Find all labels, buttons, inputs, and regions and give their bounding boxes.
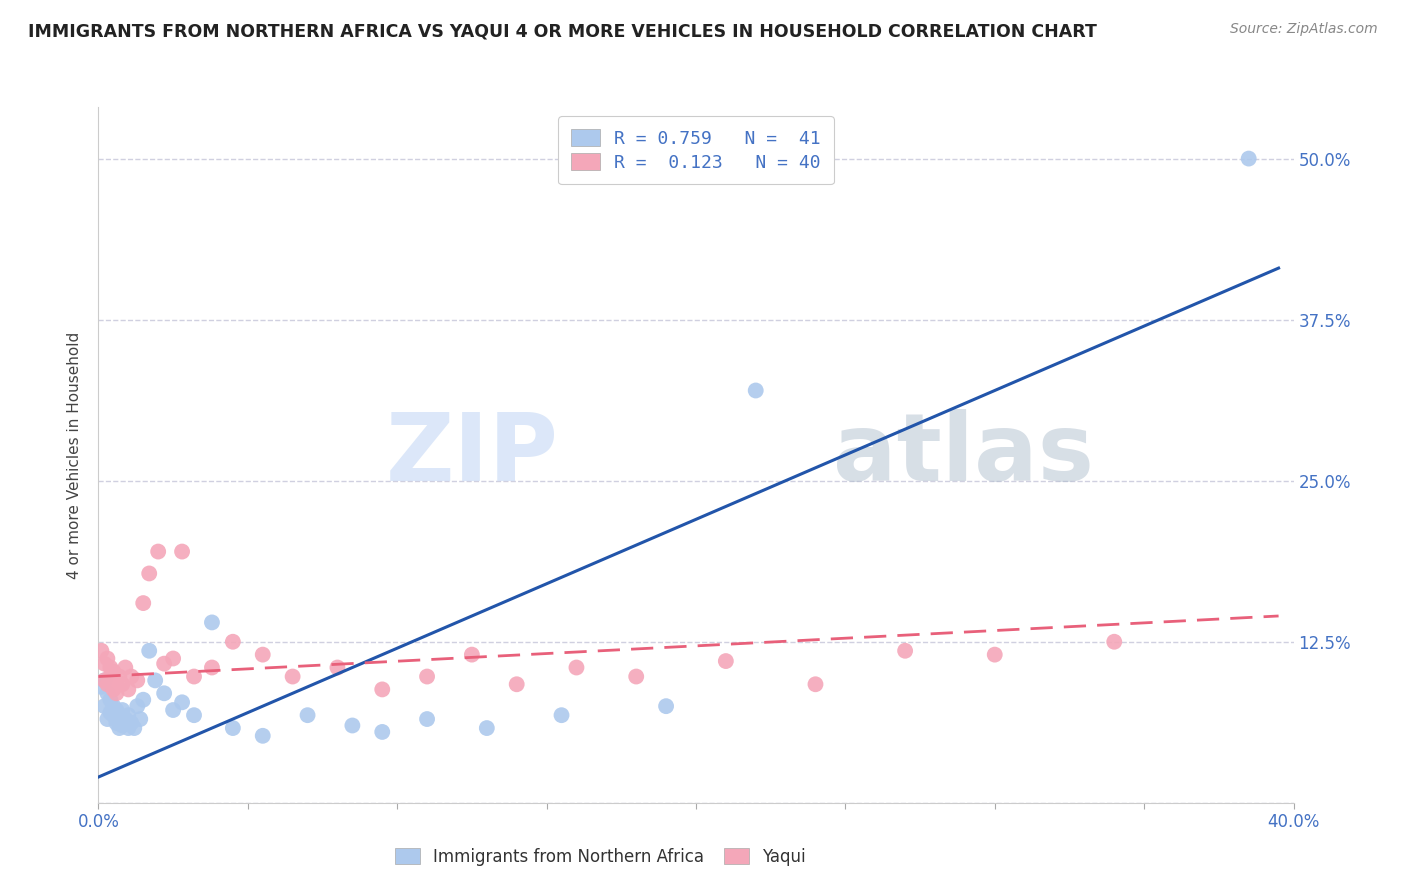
Point <box>371 682 394 697</box>
Point <box>222 721 245 735</box>
Point <box>120 715 142 730</box>
Point <box>103 682 125 697</box>
Point <box>565 660 588 674</box>
Point <box>96 651 118 665</box>
Point <box>132 692 155 706</box>
Point <box>127 673 149 688</box>
Point <box>655 699 678 714</box>
Point <box>162 703 184 717</box>
Point <box>461 648 484 662</box>
Point <box>153 657 176 671</box>
Text: atlas: atlas <box>834 409 1094 501</box>
Point <box>103 708 125 723</box>
Point <box>172 695 194 709</box>
Point <box>475 721 498 735</box>
Point <box>93 657 115 671</box>
Point <box>111 718 134 732</box>
Point <box>138 644 160 658</box>
Point <box>96 686 118 700</box>
Point <box>114 660 136 674</box>
Point <box>506 677 529 691</box>
Point <box>172 544 194 558</box>
Point <box>117 721 139 735</box>
Legend: Immigrants from Northern Africa, Yaqui: Immigrants from Northern Africa, Yaqui <box>387 839 814 874</box>
Point <box>105 686 128 700</box>
Point <box>138 566 160 581</box>
Point <box>111 677 134 691</box>
Point <box>120 669 142 683</box>
Point <box>93 699 115 714</box>
Point <box>342 718 364 732</box>
Point <box>984 648 1007 662</box>
Point <box>100 706 122 720</box>
Point <box>281 669 304 683</box>
Point <box>143 673 166 688</box>
Point <box>100 669 122 683</box>
Point <box>100 660 122 674</box>
Point <box>804 677 827 691</box>
Point <box>127 699 149 714</box>
Point <box>108 721 131 735</box>
Point <box>100 692 122 706</box>
Point <box>96 712 118 726</box>
Point <box>153 686 176 700</box>
Point <box>201 615 224 630</box>
Point <box>124 721 146 735</box>
Point <box>714 654 737 668</box>
Point <box>183 708 205 723</box>
Point <box>90 644 112 658</box>
Point <box>416 669 439 683</box>
Point <box>416 712 439 726</box>
Point <box>626 669 648 683</box>
Point <box>252 729 274 743</box>
Point <box>117 708 139 723</box>
Point <box>103 699 125 714</box>
Point <box>90 680 112 694</box>
Point <box>1237 152 1260 166</box>
Point <box>183 669 205 683</box>
Point <box>371 725 394 739</box>
Point <box>105 703 128 717</box>
Point <box>129 712 152 726</box>
Point <box>93 673 115 688</box>
Y-axis label: 4 or more Vehicles in Household: 4 or more Vehicles in Household <box>67 331 83 579</box>
Point <box>201 660 224 674</box>
Point <box>96 677 118 691</box>
Point <box>114 712 136 726</box>
Point <box>132 596 155 610</box>
Point <box>108 669 131 683</box>
Point <box>93 673 115 688</box>
Point <box>745 384 768 398</box>
Point <box>297 708 319 723</box>
Point <box>894 644 917 658</box>
Point <box>117 682 139 697</box>
Point <box>252 648 274 662</box>
Point <box>1104 634 1126 648</box>
Point <box>111 703 134 717</box>
Point <box>103 665 125 679</box>
Point <box>105 673 128 688</box>
Point <box>162 651 184 665</box>
Point <box>105 715 128 730</box>
Text: IMMIGRANTS FROM NORTHERN AFRICA VS YAQUI 4 OR MORE VEHICLES IN HOUSEHOLD CORRELA: IMMIGRANTS FROM NORTHERN AFRICA VS YAQUI… <box>28 22 1097 40</box>
Point <box>108 708 131 723</box>
Point <box>550 708 572 723</box>
Point <box>148 544 170 558</box>
Text: Source: ZipAtlas.com: Source: ZipAtlas.com <box>1230 22 1378 37</box>
Point <box>222 634 245 648</box>
Text: ZIP: ZIP <box>385 409 558 501</box>
Point <box>326 660 349 674</box>
